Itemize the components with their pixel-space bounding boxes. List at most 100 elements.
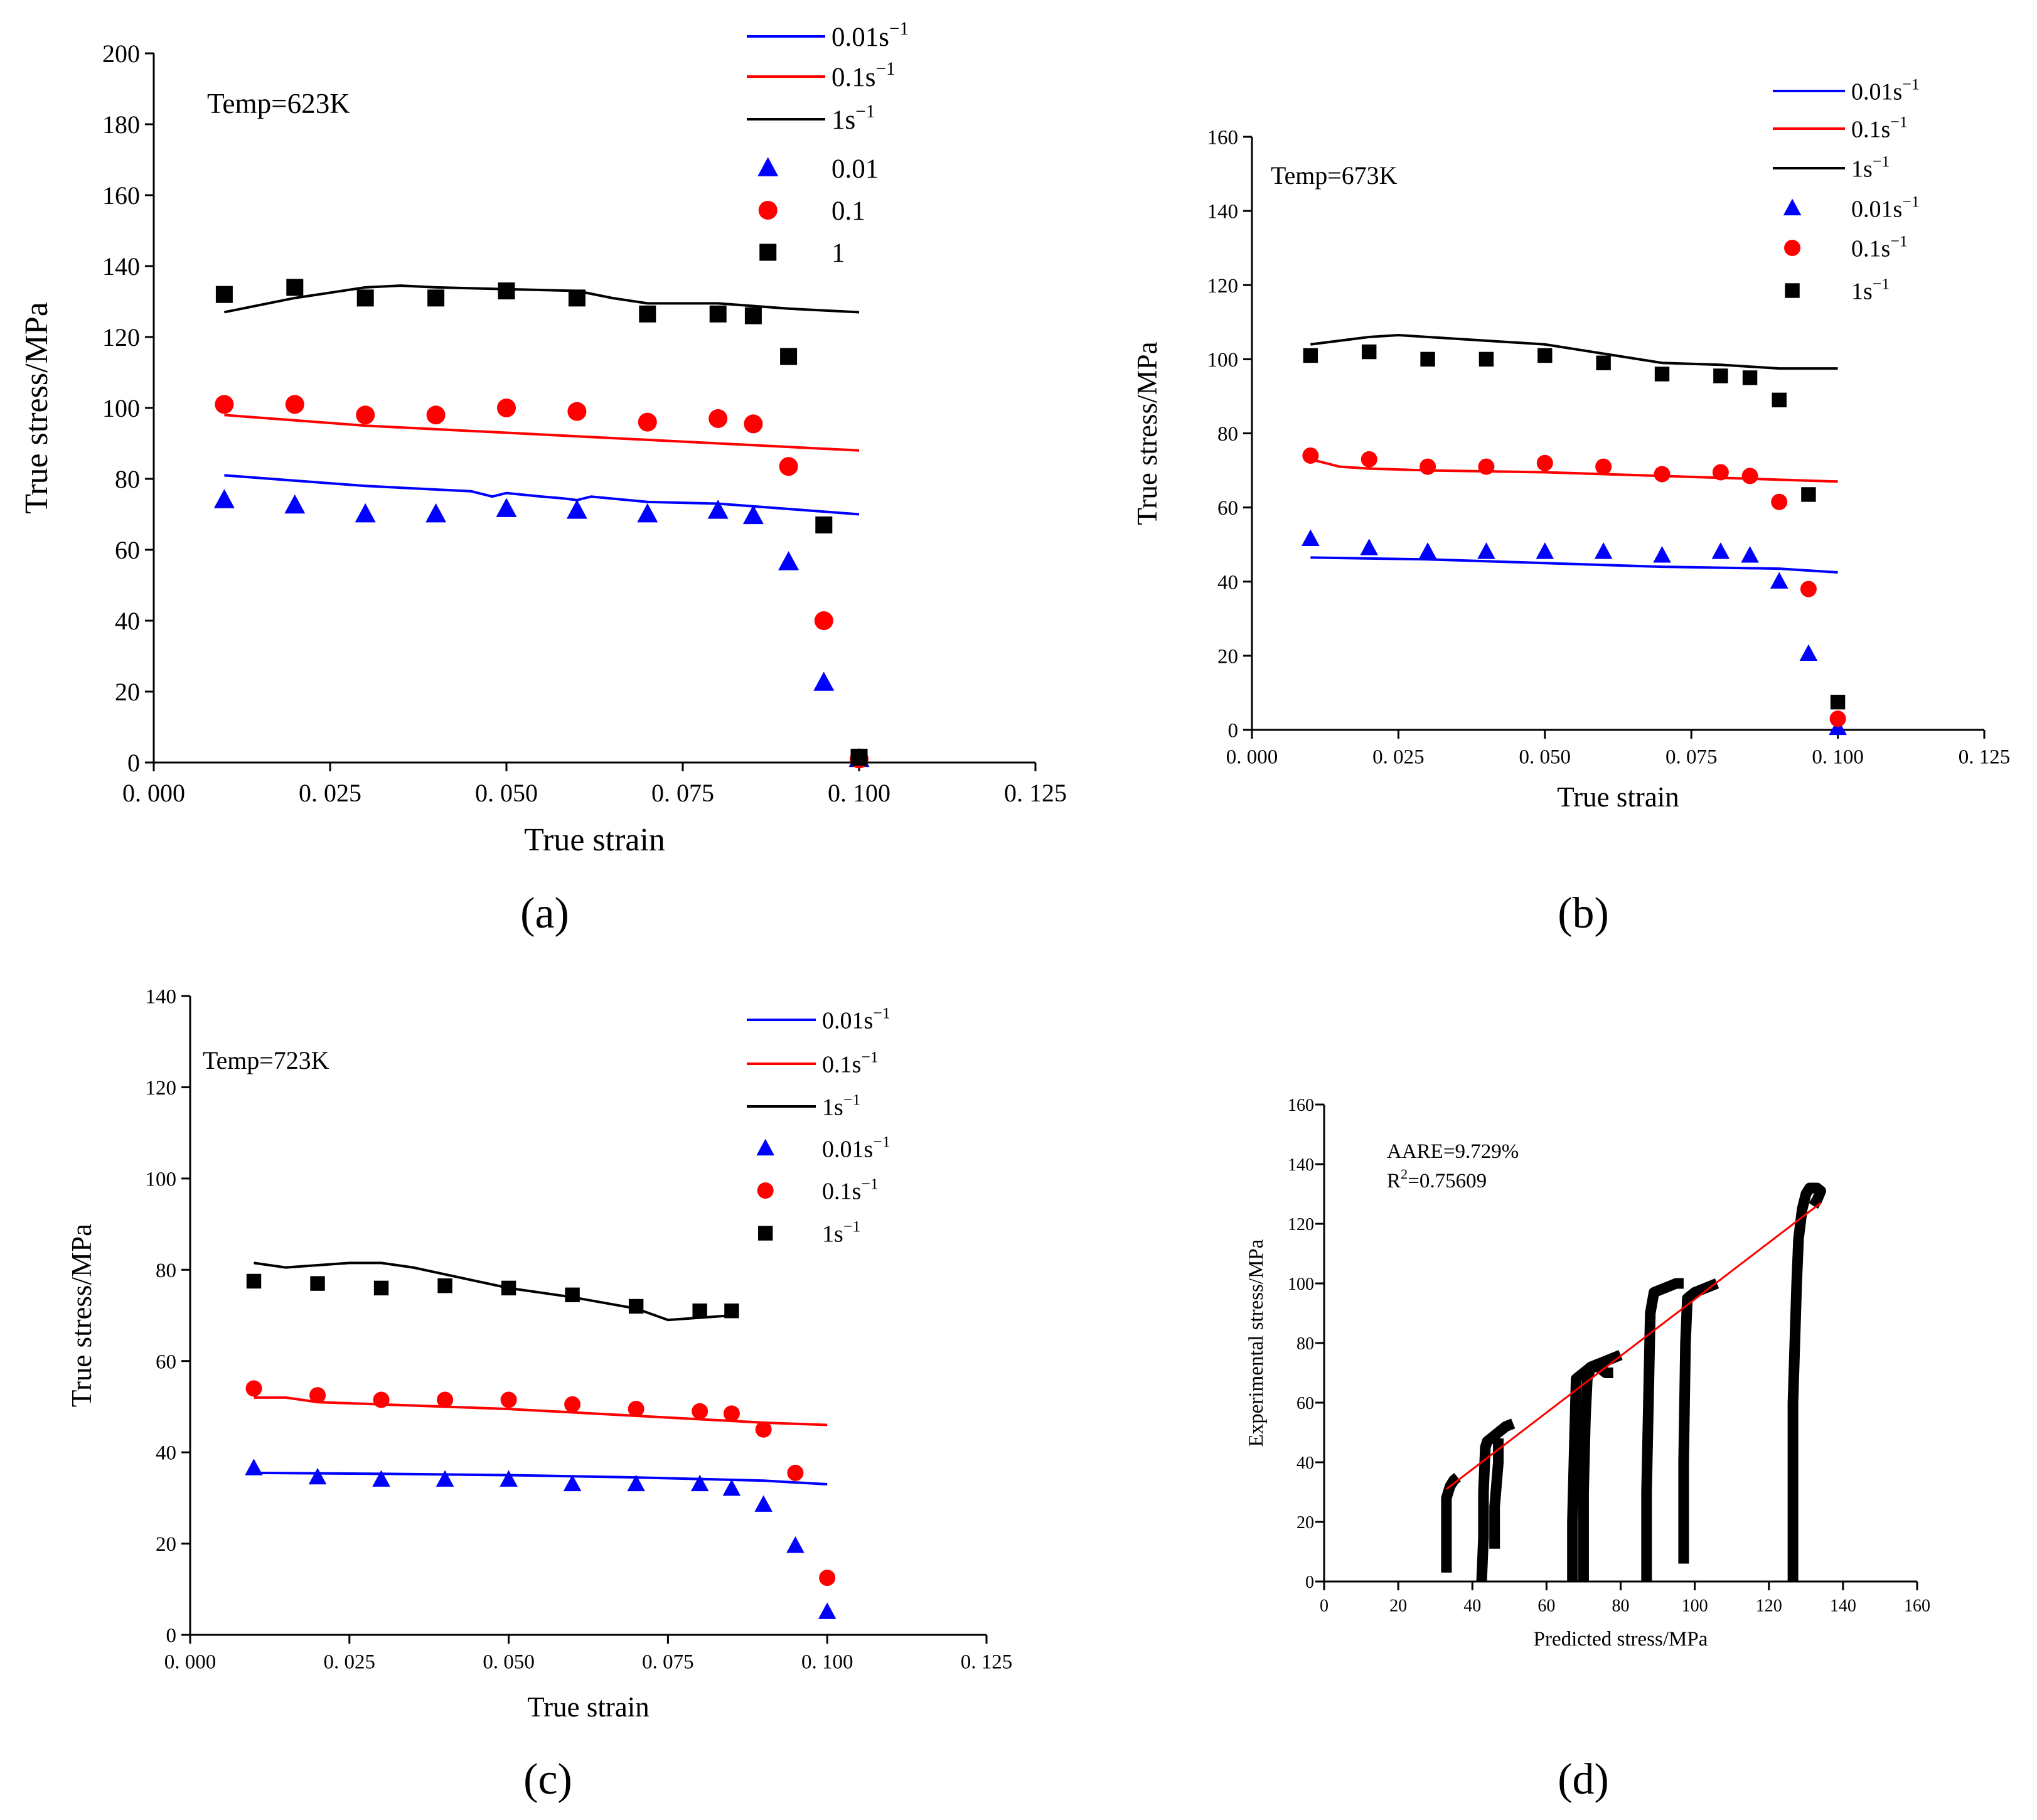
x-axis-label: True strain <box>524 822 665 858</box>
data-point-triangle <box>1594 542 1613 559</box>
data-point-circle <box>1478 458 1495 475</box>
legend-marker-swatch <box>758 1226 773 1241</box>
data-point-triangle <box>308 1467 327 1485</box>
legend-marker-swatch <box>757 1182 774 1199</box>
x-axis-label: True strain <box>1557 781 1679 813</box>
legend-line-label-sup: −1 <box>1890 112 1907 131</box>
y-tick-label: 80 <box>115 465 140 493</box>
y-tick-label: 80 <box>156 1260 176 1282</box>
data-point-circle <box>1741 468 1758 484</box>
data-point-triangle <box>742 505 764 525</box>
legend-marker-label: 0.1s−1 <box>1851 232 1908 262</box>
data-point-triangle <box>284 494 306 514</box>
data-point-circle <box>1302 447 1319 464</box>
y-tick-label: 60 <box>115 536 140 564</box>
data-point-square <box>724 1303 739 1319</box>
legend-marker-label: 0.01s−1 <box>822 1132 890 1162</box>
legend-marker-swatch <box>1784 240 1801 256</box>
x-axis-label: True strain <box>527 1691 650 1723</box>
y-tick-label: 60 <box>156 1351 176 1373</box>
data-point-triangle <box>707 500 729 519</box>
legend-marker-label-base: 0.1s <box>822 1178 861 1204</box>
y-tick-label: 80 <box>1217 423 1238 446</box>
legend-line-label-sup: −1 <box>875 59 895 79</box>
scatter-cluster <box>1787 1182 1826 1582</box>
data-point-circle <box>1536 454 1553 471</box>
data-point-triangle <box>245 1459 263 1475</box>
x-tick-label: 0. 100 <box>801 1651 853 1674</box>
data-point-square <box>1537 348 1553 363</box>
x-tick-label: 0. 000 <box>1226 746 1278 769</box>
panel-a-chart: 0 20 40 60 80 100 120 140 160 180 200 0. 000 0. 025 0… <box>19 19 1067 858</box>
r2-annotation-value: =0.75609 <box>1408 1170 1487 1192</box>
x-tick-label: 0. 075 <box>1665 746 1718 769</box>
data-point-circle <box>567 402 587 421</box>
y-tick-label: 0 <box>1305 1573 1314 1592</box>
data-point-circle <box>1361 451 1377 468</box>
data-point-square <box>744 307 762 324</box>
y-tick-label: 140 <box>1207 201 1239 223</box>
data-point-square <box>1478 351 1494 367</box>
x-tick-label: 0. 000 <box>164 1651 217 1674</box>
data-point-square <box>498 282 515 300</box>
data-point-square <box>373 1280 389 1296</box>
y-tick-label: 120 <box>1288 1215 1314 1234</box>
r2-annotation-sup: 2 <box>1401 1166 1408 1182</box>
y-tick-label: 100 <box>102 394 140 422</box>
x-tick-label: 0. 075 <box>651 779 714 807</box>
data-point-square <box>1772 392 1787 408</box>
data-point-circle <box>1712 464 1729 481</box>
y-tick-label: 100 <box>1288 1275 1314 1294</box>
legend-marker-label-sup: −1 <box>1873 274 1890 292</box>
x-tick-label: 20 <box>1389 1597 1407 1616</box>
data-point-circle <box>285 395 304 414</box>
data-point-triangle <box>1360 538 1379 555</box>
x-tick-label: 0 <box>1320 1597 1329 1616</box>
x-tick-label: 100 <box>1682 1597 1708 1616</box>
y-tick-label: 100 <box>146 1168 177 1191</box>
data-point-triangle <box>425 503 447 523</box>
data-point-triangle <box>813 672 835 691</box>
data-point-square <box>1713 368 1728 383</box>
scatter-cluster <box>1641 1278 1684 1582</box>
data-point-circle <box>215 395 234 414</box>
legend-line-label-sup: −1 <box>861 1047 878 1066</box>
y-axis-label: True stress/MPa <box>1131 341 1163 525</box>
data-point-square <box>1420 351 1435 367</box>
legend-line-label-sup: −1 <box>1902 75 1919 93</box>
panel-c-chart: 0 20 40 60 80 100 120 140 0. 000 0. 025 0. 050 0. 0… <box>66 986 1012 1723</box>
data-point-circle <box>564 1396 581 1413</box>
data-point-triangle <box>563 1474 582 1492</box>
x-tick-label: 0. 125 <box>1959 746 2011 769</box>
legend-line-label: 0.01s−1 <box>1851 75 1920 105</box>
legend-line-label-base: 0.1s <box>831 63 875 92</box>
x-tick-label: 0. 125 <box>1004 779 1067 807</box>
panel-c-label: (c) <box>523 1755 572 1804</box>
y-tick-label: 60 <box>1217 497 1238 520</box>
data-point-square <box>1742 370 1758 385</box>
panel-d-label: (d) <box>1558 1755 1609 1804</box>
y-tick-label: 20 <box>1297 1513 1314 1533</box>
data-point-square <box>310 1276 325 1291</box>
x-tick-label: 0. 025 <box>324 1651 376 1674</box>
data-point-triangle <box>1741 546 1759 563</box>
data-point-circle <box>814 611 833 630</box>
data-point-circle <box>373 1391 390 1408</box>
data-point-square <box>628 1298 644 1314</box>
data-point-circle <box>708 409 728 428</box>
y-tick-label: 160 <box>1288 1096 1314 1115</box>
data-point-square <box>437 1278 452 1293</box>
data-point-circle <box>755 1421 772 1438</box>
model-line-blue <box>1310 556 1838 574</box>
legend-marker-label-sup: −1 <box>861 1174 878 1192</box>
x-tick-label: 120 <box>1756 1597 1782 1616</box>
data-point-circle <box>500 1391 517 1408</box>
legend-line-label: 1s−1 <box>822 1090 860 1120</box>
y-tick-label: 80 <box>1297 1334 1314 1354</box>
data-point-circle <box>744 414 763 434</box>
legend-line-label: 0.1s−1 <box>831 59 896 92</box>
legend-line-label-base: 0.1s <box>1851 116 1890 142</box>
data-point-circle <box>1829 710 1846 727</box>
legend-marker-label-base: 1s <box>822 1221 843 1247</box>
data-point-triangle <box>818 1602 837 1619</box>
